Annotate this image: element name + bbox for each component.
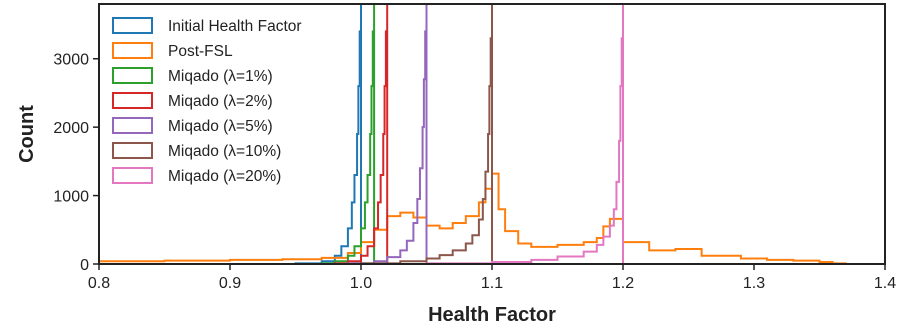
y-tick-label: 1000 xyxy=(53,189,89,206)
x-tick-label: 0.9 xyxy=(219,275,241,292)
legend-label: Initial Health Factor xyxy=(168,18,302,35)
series-line-2 xyxy=(320,4,376,264)
x-tick-label: 1.2 xyxy=(612,275,634,292)
series-line-3 xyxy=(333,4,389,264)
y-axis-title: Count xyxy=(16,105,38,163)
legend-swatch xyxy=(112,17,153,34)
legend-swatch xyxy=(112,42,153,59)
legend-swatch xyxy=(112,167,153,184)
legend-label: Miqado (λ=1%) xyxy=(168,68,273,85)
legend-swatch xyxy=(112,117,153,134)
series-line-5 xyxy=(360,4,493,264)
legend-label: Miqado (λ=20%) xyxy=(168,168,281,185)
x-tick-label: 1.3 xyxy=(743,275,765,292)
x-tick-label: 0.8 xyxy=(88,275,110,292)
ticks-layer: 0.8 0.9 1.0 1.1 1.2 1.3 1.4 0 1000 2000 3000 xyxy=(53,52,896,292)
legend-label: Miqado (λ=10%) xyxy=(168,143,281,160)
y-tick-label: 3000 xyxy=(53,52,89,69)
x-tick-label: 1.0 xyxy=(350,275,372,292)
series-line-4 xyxy=(346,4,428,264)
series-layer xyxy=(99,4,847,264)
x-axis-title: Health Factor xyxy=(428,304,556,326)
series-line-6 xyxy=(425,4,624,264)
x-tick-label: 1.1 xyxy=(481,275,503,292)
legend-swatch xyxy=(112,92,153,109)
y-tick-label: 2000 xyxy=(53,120,89,137)
x-tick-label: 1.4 xyxy=(874,275,896,292)
legend-swatch xyxy=(112,67,153,84)
legend-label: Miqado (λ=5%) xyxy=(168,118,273,135)
legend-label: Miqado (λ=2%) xyxy=(168,93,273,110)
legend-label: Post-FSL xyxy=(168,43,233,60)
y-tick-label: 0 xyxy=(80,257,89,274)
legend-swatch xyxy=(112,142,153,159)
series-line-0 xyxy=(294,4,362,264)
legend: Initial Health Factor Post-FSL Miqado (λ=1… xyxy=(112,17,302,185)
series-line-1 xyxy=(99,172,847,264)
